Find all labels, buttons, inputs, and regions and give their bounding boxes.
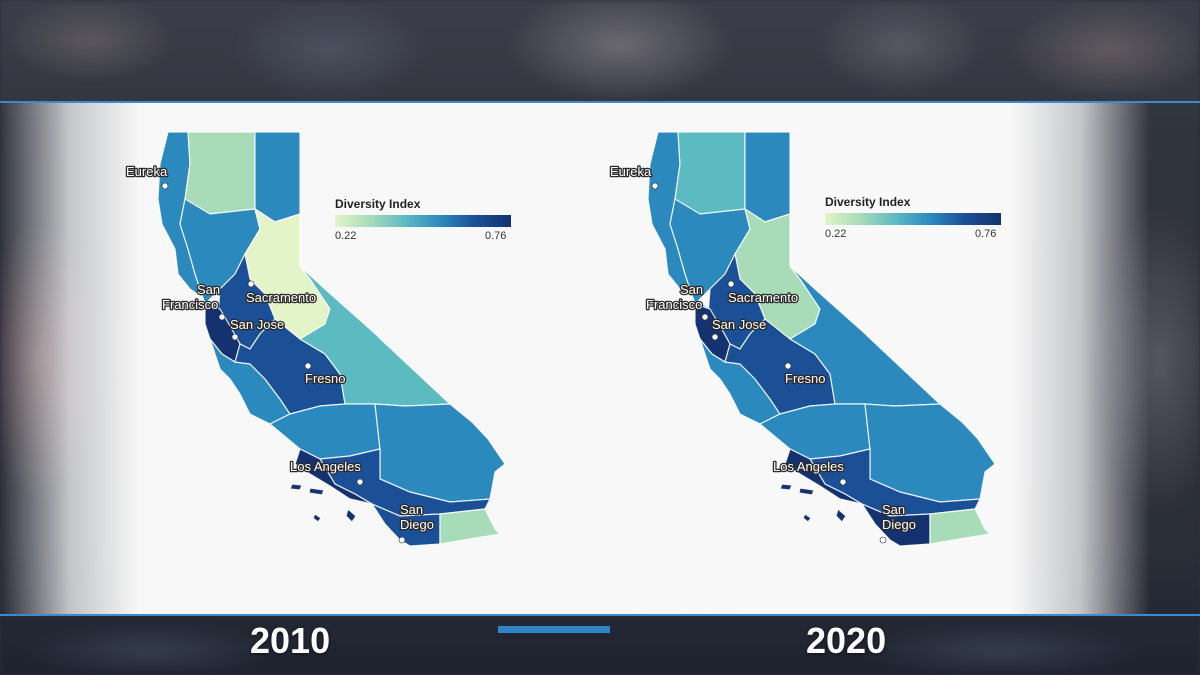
channel-island	[802, 513, 812, 523]
region-la	[294, 448, 373, 505]
diversity-legend-2020: Diversity Index 0.22 0.76	[825, 195, 1025, 245]
san-diego-label-line1: San	[882, 502, 905, 517]
region-north-center	[674, 131, 746, 215]
legend-max-value: 0.76	[975, 228, 997, 240]
legend-title: Diversity Index	[825, 195, 911, 209]
san-diego-label-line1: San	[400, 502, 423, 517]
channel-island	[308, 487, 325, 496]
san-diego-label-line2: Diego	[882, 517, 916, 532]
san-francisco-dot	[701, 313, 709, 321]
san-jose-label: San Jose	[230, 317, 284, 332]
county-regions	[647, 131, 996, 547]
legend-min-value: 0.22	[335, 230, 357, 242]
fresno-dot	[784, 362, 792, 370]
region-san-diego	[370, 502, 441, 547]
san-diego-dot	[398, 536, 406, 544]
eureka-dot	[161, 182, 169, 190]
year-label-2010: 2010	[250, 620, 331, 661]
san-diego-label-line2: Diego	[400, 517, 434, 532]
los-angeles-dot	[356, 478, 364, 486]
sacramento-dot	[727, 280, 735, 288]
san-jose-label: San Jose	[712, 317, 766, 332]
legend-color-ramp	[335, 215, 511, 227]
san-diego-dot	[879, 536, 887, 544]
region-imperial	[929, 508, 992, 545]
region-northeast	[744, 131, 791, 223]
sacramento-label: Sacramento	[246, 290, 316, 305]
san-francisco-label-line2: Francisco	[162, 297, 218, 312]
region-san-diego	[860, 502, 931, 547]
eureka-label: Eureka	[126, 164, 168, 179]
region-imperial	[439, 508, 502, 545]
county-regions	[157, 131, 506, 547]
los-angeles-label: Los Angeles	[290, 459, 361, 474]
center-accent-bar	[498, 626, 610, 633]
channel-island	[312, 513, 322, 523]
region-northeast	[254, 131, 301, 223]
los-angeles-label: Los Angeles	[773, 459, 844, 474]
legend-max-value: 0.76	[485, 230, 507, 242]
san-francisco-label-line1: San	[680, 282, 703, 297]
channel-island	[289, 483, 303, 491]
fresno-label: Fresno	[785, 371, 825, 386]
region-la	[784, 448, 863, 505]
city-markers: Eureka Sacramento San Francisco San Jose…	[125, 163, 435, 544]
eureka-label: Eureka	[610, 164, 652, 179]
channel-island	[345, 507, 357, 523]
channel-island	[835, 507, 847, 523]
eureka-dot	[651, 182, 659, 190]
map-2020: Eureka Sacramento San Francisco San Jose…	[600, 104, 1120, 559]
california-choropleth-2020: Eureka Sacramento San Francisco San Jose…	[609, 131, 996, 547]
legend-title: Diversity Index	[335, 197, 421, 211]
channel-island	[798, 487, 815, 496]
san-jose-dot	[231, 333, 239, 341]
map-2010: Eureka Sacramento San Francisco San Jose…	[110, 104, 630, 559]
sacramento-dot	[247, 280, 255, 288]
region-north-center	[184, 131, 256, 215]
sacramento-label: Sacramento	[728, 290, 798, 305]
san-francisco-label-line2: Francisco	[646, 297, 702, 312]
bottom-accent-rule	[0, 614, 1200, 616]
legend-color-ramp	[825, 213, 1001, 225]
diversity-legend-2010: Diversity Index 0.22 0.76	[335, 197, 535, 247]
year-label-2020: 2020	[806, 620, 887, 661]
fresno-label: Fresno	[305, 371, 345, 386]
legend-min-value: 0.22	[825, 228, 847, 240]
san-francisco-dot	[218, 313, 226, 321]
san-francisco-label-line1: San	[197, 282, 220, 297]
san-jose-dot	[711, 333, 719, 341]
california-choropleth-2010: Eureka Sacramento San Francisco San Jose…	[125, 131, 506, 547]
city-markers: Eureka Sacramento San Francisco San Jose…	[609, 163, 917, 544]
channel-island	[779, 483, 793, 491]
top-accent-rule	[0, 101, 1200, 103]
fresno-dot	[304, 362, 312, 370]
los-angeles-dot	[839, 478, 847, 486]
